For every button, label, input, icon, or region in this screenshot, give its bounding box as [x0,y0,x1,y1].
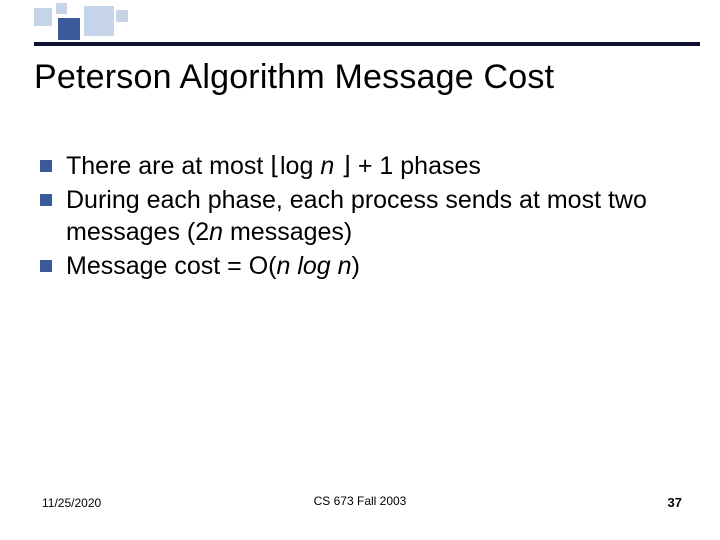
footer-course: CS 673 Fall 2003 [0,494,720,508]
top-decoration [0,0,720,48]
bullet-italic: n [209,218,223,246]
bullet-text: ) [352,252,360,280]
bullet-text: There are at most ⌊log [66,152,320,180]
deco-square [34,8,52,26]
bullet-italic: n [277,252,291,280]
bullet-italic: log n [290,252,351,280]
bullet-text: During each phase, each process sends at… [66,186,647,246]
deco-square [56,3,67,14]
bullet-italic: n [320,152,334,180]
bullet-text: messages) [223,218,352,246]
deco-square [58,18,80,40]
deco-square [116,10,128,22]
bullet-text: ⌋ + 1 phases [334,152,481,180]
bullet-item: Message cost = O(n log n) [40,250,680,282]
title-rule [34,42,700,46]
footer-page-number: 37 [668,495,682,510]
slide-title: Peterson Algorithm Message Cost [34,58,690,97]
deco-square [84,6,114,36]
bullet-item: During each phase, each process sends at… [40,184,680,248]
footer: 11/25/2020 CS 673 Fall 2003 37 [0,490,720,510]
bullet-text: Message cost = O( [66,252,277,280]
bullet-item: There are at most ⌊log n ⌋ + 1 phases [40,150,680,182]
bullet-list: There are at most ⌊log n ⌋ + 1 phases Du… [40,150,680,284]
